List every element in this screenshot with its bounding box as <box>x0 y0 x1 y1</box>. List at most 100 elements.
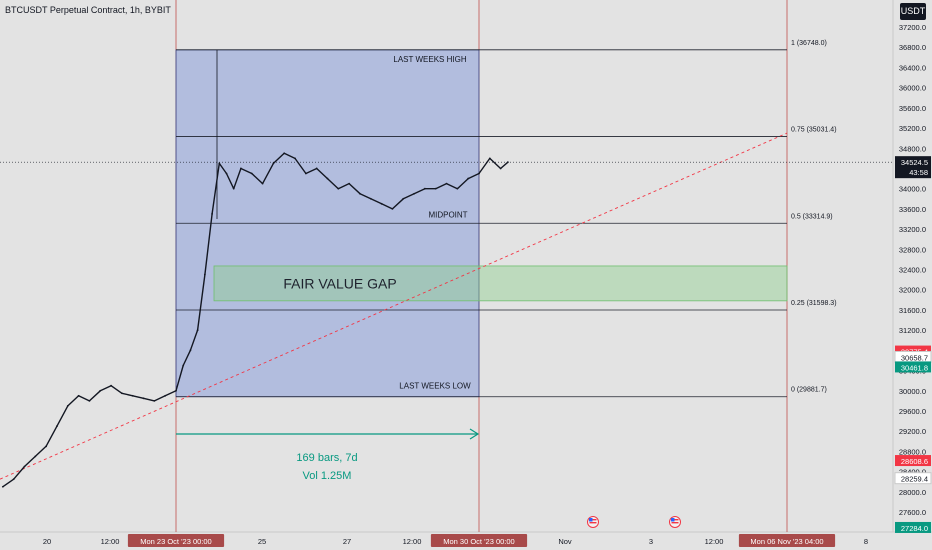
y-tick-label: 36000.0 <box>899 84 926 93</box>
price-point <box>120 392 123 395</box>
fib-level-label: 0.75 (35031.4) <box>791 127 837 134</box>
y-tick-label: 35200.0 <box>899 124 926 133</box>
y-tick-label: 37200.0 <box>899 23 926 32</box>
price-point <box>348 182 351 185</box>
price-point <box>88 399 91 402</box>
currency-badge[interactable]: USDT <box>900 3 926 20</box>
price-point <box>23 465 26 468</box>
price-point <box>142 397 145 400</box>
time-axis-highlight[interactable] <box>127 534 225 547</box>
fib-level-label: 1 (36748.0) <box>791 40 827 47</box>
price-point <box>56 425 58 428</box>
price-point <box>218 162 221 165</box>
y-tick-label: 36400.0 <box>899 63 926 72</box>
fair-value-gap-zone[interactable] <box>213 265 788 302</box>
price-point <box>434 187 437 190</box>
event-flag-stripe <box>671 522 679 524</box>
price-point <box>131 394 134 397</box>
price-point <box>380 202 383 205</box>
y-tick-label: 31200.0 <box>899 326 926 335</box>
y-tick-label: 29600.0 <box>899 407 926 416</box>
x-tick-label-highlighted: Mon 23 Oct '23 00:00 <box>140 537 211 546</box>
y-tick-label: 36800.0 <box>899 43 926 52</box>
price-badge-label: 28608.6 <box>901 457 928 466</box>
x-tick-label: 25 <box>258 537 266 546</box>
fib-level-label: 0.5 (33314.9) <box>791 213 833 220</box>
price-point <box>272 162 275 165</box>
price-point <box>250 172 253 175</box>
price-badge[interactable] <box>895 156 931 179</box>
fib-level-label: 0 (29881.7) <box>791 387 827 394</box>
price-point <box>99 389 102 392</box>
event-flag-stripe <box>589 519 597 521</box>
price-point <box>175 389 177 392</box>
price-axis[interactable] <box>893 0 932 532</box>
y-tick-label: 32000.0 <box>899 286 926 295</box>
price-point <box>45 445 48 448</box>
price-point <box>456 187 459 190</box>
y-tick-label: 33200.0 <box>899 225 926 234</box>
y-tick-label: 35600.0 <box>899 104 926 113</box>
price-point <box>153 399 156 402</box>
measure-arrow-head <box>469 428 480 440</box>
price-point <box>1 485 4 488</box>
y-tick-label: 30000.0 <box>899 387 926 396</box>
event-flag-stripe <box>589 522 597 524</box>
y-tick-label: 33600.0 <box>899 205 926 214</box>
price-point <box>391 207 394 210</box>
x-tick-label-highlighted: Mon 30 Oct '23 00:00 <box>443 537 514 546</box>
y-tick-label: 32800.0 <box>899 245 926 254</box>
y-tick-label: 34800.0 <box>899 144 926 153</box>
price-point <box>413 192 415 195</box>
price-badge[interactable] <box>895 361 931 373</box>
x-tick-label: 20 <box>43 537 51 546</box>
price-badge-label: 28259.4 <box>901 475 928 484</box>
y-tick-label: 29200.0 <box>899 427 926 436</box>
y-tick-label: 28800.0 <box>899 447 926 456</box>
price-point <box>488 157 491 160</box>
price-point <box>232 187 235 190</box>
price-point <box>66 405 69 407</box>
price-badge-countdown: 43:58 <box>909 168 928 177</box>
price-point <box>423 187 426 190</box>
price-point <box>315 167 318 170</box>
price-point <box>506 161 509 164</box>
price-point <box>203 273 206 276</box>
price-point <box>304 172 307 175</box>
price-point <box>402 197 405 200</box>
price-point <box>359 192 361 195</box>
x-tick-label: 12:00 <box>705 537 724 546</box>
x-tick-label-highlighted: Mon 06 Nov '23 04:00 <box>750 537 823 546</box>
time-axis-highlight[interactable] <box>738 534 836 547</box>
midpoint-label: MIDPOINT <box>428 210 467 219</box>
price-point <box>326 177 329 180</box>
trend-line[interactable] <box>0 132 788 480</box>
last-weeks-low-label: LAST WEEKS LOW <box>399 382 471 391</box>
price-point <box>12 478 15 481</box>
x-tick-label: Nov <box>558 537 572 546</box>
price-point <box>110 384 112 387</box>
price-point <box>283 152 286 155</box>
measure-bars-label: 169 bars, 7d <box>296 452 357 464</box>
price-badge-label: 30461.8 <box>901 363 928 372</box>
event-flag-canton <box>589 518 593 522</box>
fair-value-gap-label: FAIR VALUE GAP <box>283 275 396 291</box>
x-tick-label: 27 <box>343 537 351 546</box>
price-badge[interactable] <box>895 521 931 533</box>
y-tick-label: 28000.0 <box>899 488 926 497</box>
price-badge[interactable] <box>895 455 931 467</box>
time-axis-highlight[interactable] <box>430 534 528 547</box>
price-point <box>164 394 167 397</box>
price-badge[interactable] <box>894 472 932 485</box>
price-point <box>445 182 448 185</box>
x-tick-label: 3 <box>649 537 653 546</box>
y-tick-label: 31600.0 <box>899 306 926 315</box>
y-tick-label: 34000.0 <box>899 185 926 194</box>
symbol-title[interactable]: BTCUSDT Perpetual Contract, 1h, BYBIT <box>5 5 171 15</box>
price-point <box>369 197 372 200</box>
y-tick-label: 27600.0 <box>899 508 926 517</box>
price-point <box>34 455 37 458</box>
price-point <box>240 167 242 170</box>
